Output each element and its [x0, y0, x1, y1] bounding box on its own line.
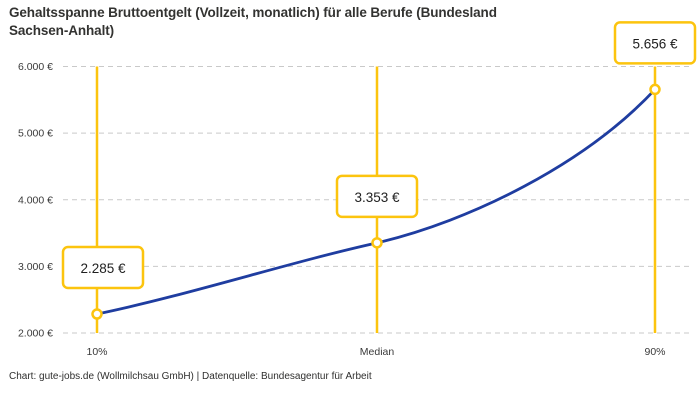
y-axis-tick-label: 5.000 € [18, 128, 53, 140]
y-axis-tick-label: 6.000 € [18, 61, 53, 73]
value-label: 2.285 € [80, 261, 126, 276]
value-label-box [61, 245, 145, 290]
data-point-marker [371, 237, 383, 249]
y-axis-tick-label: 4.000 € [18, 194, 53, 206]
value-label: 3.353 € [354, 190, 400, 205]
value-label-box [613, 21, 697, 65]
y-axis-tick-label: 2.000 € [18, 328, 53, 340]
y-axis-tick-label: 3.000 € [18, 261, 53, 273]
value-label: 5.656 € [632, 36, 678, 51]
data-point-marker [91, 308, 103, 320]
x-axis-category-label: 90% [644, 346, 665, 358]
chart-title-line-1: Gehaltsspanne Bruttoentgelt (Vollzeit, m… [9, 5, 497, 20]
chart-source-credit: Chart: gute-jobs.de (Wollmilchsau GmbH) … [9, 371, 372, 382]
chart-title: Gehaltsspanne Bruttoentgelt (Vollzeit, m… [9, 4, 609, 40]
data-point-marker [649, 83, 661, 96]
chart-title-line-2: Sachsen-Anhalt) [9, 23, 115, 38]
value-label-box [335, 174, 419, 219]
x-axis-category-label: Median [360, 346, 395, 358]
x-axis-category-label: 10% [86, 346, 107, 358]
